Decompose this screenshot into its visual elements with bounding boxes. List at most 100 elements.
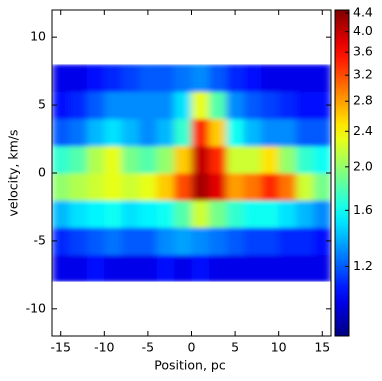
heatmap-cell xyxy=(69,64,88,92)
heatmap-cell xyxy=(52,118,70,147)
heatmap-cell xyxy=(174,227,192,255)
heatmap-cell xyxy=(313,91,331,120)
heatmap-cell xyxy=(191,91,210,120)
heatmap-cell xyxy=(69,227,88,255)
heatmap-cell xyxy=(139,200,158,228)
x-axis-label: Position, pc xyxy=(154,358,226,373)
heatmap-cell xyxy=(226,173,245,201)
heatmap-cell xyxy=(86,64,105,92)
heatmap-cell xyxy=(104,254,123,282)
x-tick-label: -15 xyxy=(51,340,71,355)
heatmap-cell xyxy=(69,254,88,282)
heatmap-cell xyxy=(69,145,88,174)
heatmap-cell xyxy=(121,200,140,228)
heatmap-cell xyxy=(121,118,140,147)
heatmap-cell xyxy=(86,227,105,255)
colorbar-tick-label: 2.4 xyxy=(353,123,373,138)
heatmap-cell xyxy=(52,91,70,120)
heatmap-cell xyxy=(139,227,158,255)
heatmap-cell xyxy=(226,200,245,228)
heatmap-cell xyxy=(156,91,175,120)
heatmap-cell xyxy=(86,145,105,174)
heatmap-cell xyxy=(278,227,297,255)
heatmap-cell xyxy=(69,173,88,201)
heatmap-cell xyxy=(69,118,88,147)
heatmap-cell xyxy=(243,145,262,174)
heatmap-cell xyxy=(104,173,123,201)
heatmap-cell xyxy=(86,118,105,147)
heatmap-cell xyxy=(208,64,227,92)
heatmap-cell xyxy=(278,254,297,282)
heatmap-cell xyxy=(139,145,158,174)
heatmap-cell xyxy=(243,118,262,147)
heatmap-cell xyxy=(104,64,123,92)
colorbar-tick-label: 4.0 xyxy=(353,23,373,38)
colorbar-tick-label: 2.8 xyxy=(353,93,373,108)
colorbar-tick-label: 3.2 xyxy=(353,67,373,82)
heatmap-cell xyxy=(313,227,331,255)
colorbar-tick-label: 4.4 xyxy=(353,5,373,20)
heatmap-cell xyxy=(261,227,280,255)
heatmap-cell xyxy=(226,254,245,282)
heatmap-cell xyxy=(208,91,227,120)
heatmap-cell xyxy=(208,254,227,282)
heatmap-cell xyxy=(208,118,227,147)
heatmap-cell xyxy=(243,173,262,201)
heatmap-cell xyxy=(174,254,192,282)
heatmap-cell xyxy=(296,200,315,228)
heatmap-cell xyxy=(121,64,140,92)
heatmap-cell xyxy=(296,91,315,120)
heatmap-cell xyxy=(208,145,227,174)
heatmap-cell xyxy=(139,254,158,282)
heatmap-cell xyxy=(226,118,245,147)
heatmap-cell xyxy=(313,118,331,147)
heatmap-cell xyxy=(261,118,280,147)
heatmap-cell xyxy=(52,200,70,228)
heatmap-cell xyxy=(296,118,315,147)
heatmap-cell xyxy=(86,200,105,228)
heatmap-cell xyxy=(52,254,70,282)
x-tick-label: 10 xyxy=(271,340,287,355)
heatmap-cell xyxy=(191,118,210,147)
heatmap-cell xyxy=(52,173,70,201)
heatmap-cell xyxy=(191,254,210,282)
heatmap-cell xyxy=(243,200,262,228)
heatmap-cell xyxy=(86,173,105,201)
heatmap-cell xyxy=(208,227,227,255)
heatmap-cell xyxy=(104,227,123,255)
heatmap-cell xyxy=(191,64,210,92)
heatmap-cell xyxy=(191,200,210,228)
y-tick-label: 0 xyxy=(38,165,46,180)
colorbar-tick-label: 3.6 xyxy=(353,44,373,59)
heatmap-cell xyxy=(313,64,331,92)
heatmap-cell xyxy=(296,64,315,92)
heatmap-cell xyxy=(174,200,192,228)
colorbar xyxy=(334,9,350,337)
heatmap-cell xyxy=(261,145,280,174)
heatmap-cell xyxy=(174,173,192,201)
heatmap-cell xyxy=(104,145,123,174)
heatmap-cell xyxy=(139,91,158,120)
heatmap-cell xyxy=(296,173,315,201)
heatmap-cell xyxy=(313,145,331,174)
heatmap-cell xyxy=(243,254,262,282)
heatmap-cell xyxy=(104,200,123,228)
heatmap-cell xyxy=(261,200,280,228)
colorbar-tick-label: 1.2 xyxy=(353,258,373,273)
heatmap-cell xyxy=(313,200,331,228)
colorbar-tick-label: 2.0 xyxy=(353,158,373,173)
heatmap-cell xyxy=(156,173,175,201)
y-tick-label: -10 xyxy=(26,300,46,315)
heatmap-cell xyxy=(121,145,140,174)
heatmap-cell xyxy=(226,145,245,174)
heatmap-cell xyxy=(261,64,280,92)
heatmap-cell xyxy=(156,118,175,147)
heatmap-cell xyxy=(296,227,315,255)
heatmap-cell xyxy=(52,64,70,92)
heatmap-cell xyxy=(156,145,175,174)
heatmap-cell xyxy=(139,173,158,201)
heatmap-cell xyxy=(174,64,192,92)
heatmap-cell xyxy=(139,64,158,92)
y-tick-label: -5 xyxy=(34,232,46,247)
